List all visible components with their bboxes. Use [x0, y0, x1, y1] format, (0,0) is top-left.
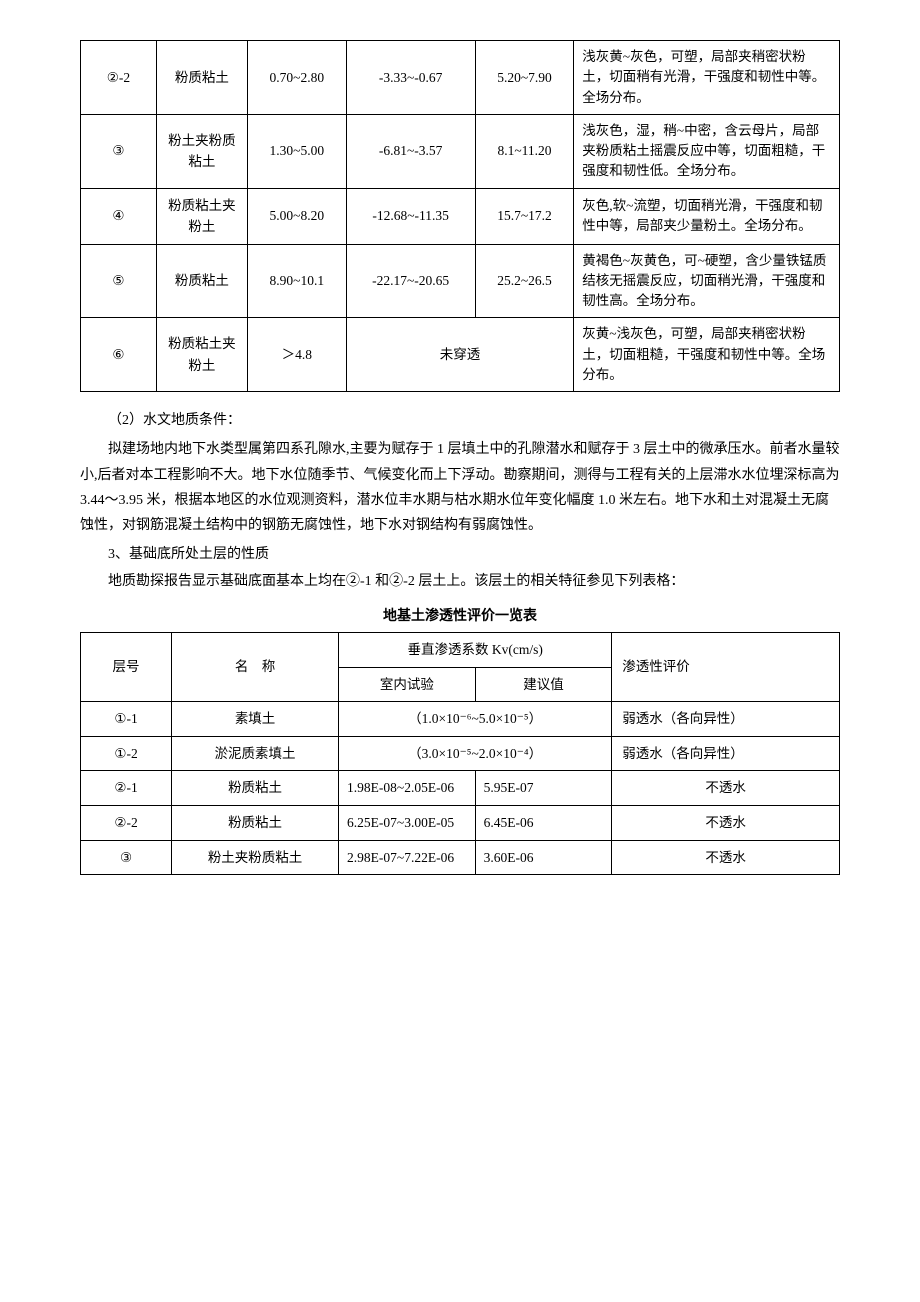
cell-name: 粉土夹粉质粘土: [172, 840, 339, 875]
cell-eval: 不透水: [612, 840, 840, 875]
cell-indoor: 2.98E-07~7.22E-06: [339, 840, 476, 875]
cell-layer: ③: [81, 114, 157, 188]
section-heading-hydrogeology: （2）水文地质条件：: [80, 408, 840, 433]
table-row: ③ 粉土夹粉质粘土 2.98E-07~7.22E-06 3.60E-06 不透水: [81, 840, 840, 875]
cell-depth: 15.7~17.2: [475, 188, 574, 244]
cell-elevation: -6.81~-3.57: [346, 114, 475, 188]
paragraph-foundation: 地质勘探报告显示基础底面基本上均在②-1 和②-2 层土上。该层土的相关特征参见…: [80, 571, 840, 593]
cell-description: 浅灰黄~灰色，可塑，局部夹稍密状粉土，切面稍有光滑，干强度和韧性中等。全场分布。: [574, 41, 840, 115]
cell-thickness: 5.00~8.20: [247, 188, 346, 244]
table-row: ②-2 粉质粘土 6.25E-07~3.00E-05 6.45E-06 不透水: [81, 806, 840, 841]
header-name: 名 称: [172, 633, 339, 702]
table-row: ①-1 素填土 （1.0×10⁻⁶~5.0×10⁻⁵） 弱透水（各向异性）: [81, 702, 840, 737]
cell-elevation: -12.68~-11.35: [346, 188, 475, 244]
table-row: ⑤ 粉质粘土 8.90~10.1 -22.17~-20.65 25.2~26.5…: [81, 244, 840, 318]
table-row: ②-2 粉质粘土 0.70~2.80 -3.33~-0.67 5.20~7.90…: [81, 41, 840, 115]
cell-layer: ②-1: [81, 771, 172, 806]
cell-thickness: 0.70~2.80: [247, 41, 346, 115]
cell-description: 灰色,软~流塑，切面稍光滑，干强度和韧性中等，局部夹少量粉土。全场分布。: [574, 188, 840, 244]
header-layer: 层号: [81, 633, 172, 702]
cell-suggest: 5.95E-07: [475, 771, 612, 806]
cell-name: 素填土: [172, 702, 339, 737]
cell-kv-merged: （3.0×10⁻⁵~2.0×10⁻⁴）: [339, 736, 612, 771]
cell-eval: 不透水: [612, 771, 840, 806]
paragraph-hydrogeology: 拟建场地内地下水类型属第四系孔隙水,主要为赋存于 1 层填土中的孔隙潜水和赋存于…: [80, 437, 840, 538]
cell-layer: ④: [81, 188, 157, 244]
cell-name: 粉质粘土: [156, 244, 247, 318]
cell-layer: ①-2: [81, 736, 172, 771]
cell-thickness: 8.90~10.1: [247, 244, 346, 318]
table-row: ②-1 粉质粘土 1.98E-08~2.05E-06 5.95E-07 不透水: [81, 771, 840, 806]
permeability-table: 层号 名 称 垂直渗透系数 Kv(cm/s) 渗透性评价 室内试验 建议值 ①-…: [80, 632, 840, 875]
cell-thickness: ＞4.8: [247, 318, 346, 392]
cell-layer: ⑤: [81, 244, 157, 318]
cell-suggest: 6.45E-06: [475, 806, 612, 841]
cell-eval: 不透水: [612, 806, 840, 841]
cell-indoor: 6.25E-07~3.00E-05: [339, 806, 476, 841]
cell-description: 灰黄~浅灰色，可塑，局部夹稍密状粉土，切面粗糙，干强度和韧性中等。全场分布。: [574, 318, 840, 392]
table-row: ⑥ 粉质粘土夹粉土 ＞4.8 未穿透 灰黄~浅灰色，可塑，局部夹稍密状粉土，切面…: [81, 318, 840, 392]
cell-elevation-depth: 未穿透: [346, 318, 574, 392]
cell-eval: 弱透水（各向异性）: [612, 736, 840, 771]
table-row: ①-2 淤泥质素填土 （3.0×10⁻⁵~2.0×10⁻⁴） 弱透水（各向异性）: [81, 736, 840, 771]
section-heading-foundation: 3、基础底所处土层的性质: [80, 542, 840, 567]
cell-thickness: 1.30~5.00: [247, 114, 346, 188]
cell-description: 浅灰色，湿，稍~中密，含云母片，局部夹粉质粘土摇震反应中等，切面粗糙，干强度和韧…: [574, 114, 840, 188]
cell-depth: 25.2~26.5: [475, 244, 574, 318]
soil-layers-table: ②-2 粉质粘土 0.70~2.80 -3.33~-0.67 5.20~7.90…: [80, 40, 840, 392]
cell-elevation: -3.33~-0.67: [346, 41, 475, 115]
cell-indoor: 1.98E-08~2.05E-06: [339, 771, 476, 806]
cell-name: 粉质粘土: [172, 806, 339, 841]
cell-layer: ②-2: [81, 806, 172, 841]
cell-name: 粉质粘土夹粉土: [156, 318, 247, 392]
cell-name: 粉质粘土夹粉土: [156, 188, 247, 244]
cell-name: 淤泥质素填土: [172, 736, 339, 771]
table-row: ③ 粉土夹粉质粘土 1.30~5.00 -6.81~-3.57 8.1~11.2…: [81, 114, 840, 188]
cell-kv-merged: （1.0×10⁻⁶~5.0×10⁻⁵）: [339, 702, 612, 737]
cell-layer: ③: [81, 840, 172, 875]
cell-elevation: -22.17~-20.65: [346, 244, 475, 318]
header-eval: 渗透性评价: [612, 633, 840, 702]
cell-name: 粉质粘土: [172, 771, 339, 806]
table-row: ④ 粉质粘土夹粉土 5.00~8.20 -12.68~-11.35 15.7~1…: [81, 188, 840, 244]
header-kv: 垂直渗透系数 Kv(cm/s): [339, 633, 612, 668]
cell-eval: 弱透水（各向异性）: [612, 702, 840, 737]
cell-layer: ⑥: [81, 318, 157, 392]
cell-depth: 8.1~11.20: [475, 114, 574, 188]
header-indoor: 室内试验: [339, 667, 476, 702]
cell-layer: ②-2: [81, 41, 157, 115]
cell-name: 粉质粘土: [156, 41, 247, 115]
cell-depth: 5.20~7.90: [475, 41, 574, 115]
table2-title: 地基土渗透性评价一览表: [80, 606, 840, 628]
table-header-row: 层号 名 称 垂直渗透系数 Kv(cm/s) 渗透性评价: [81, 633, 840, 668]
cell-suggest: 3.60E-06: [475, 840, 612, 875]
cell-name: 粉土夹粉质粘土: [156, 114, 247, 188]
cell-layer: ①-1: [81, 702, 172, 737]
cell-description: 黄褐色~灰黄色，可~硬塑，含少量铁锰质结核无摇震反应，切面稍光滑，干强度和韧性高…: [574, 244, 840, 318]
header-suggest: 建议值: [475, 667, 612, 702]
